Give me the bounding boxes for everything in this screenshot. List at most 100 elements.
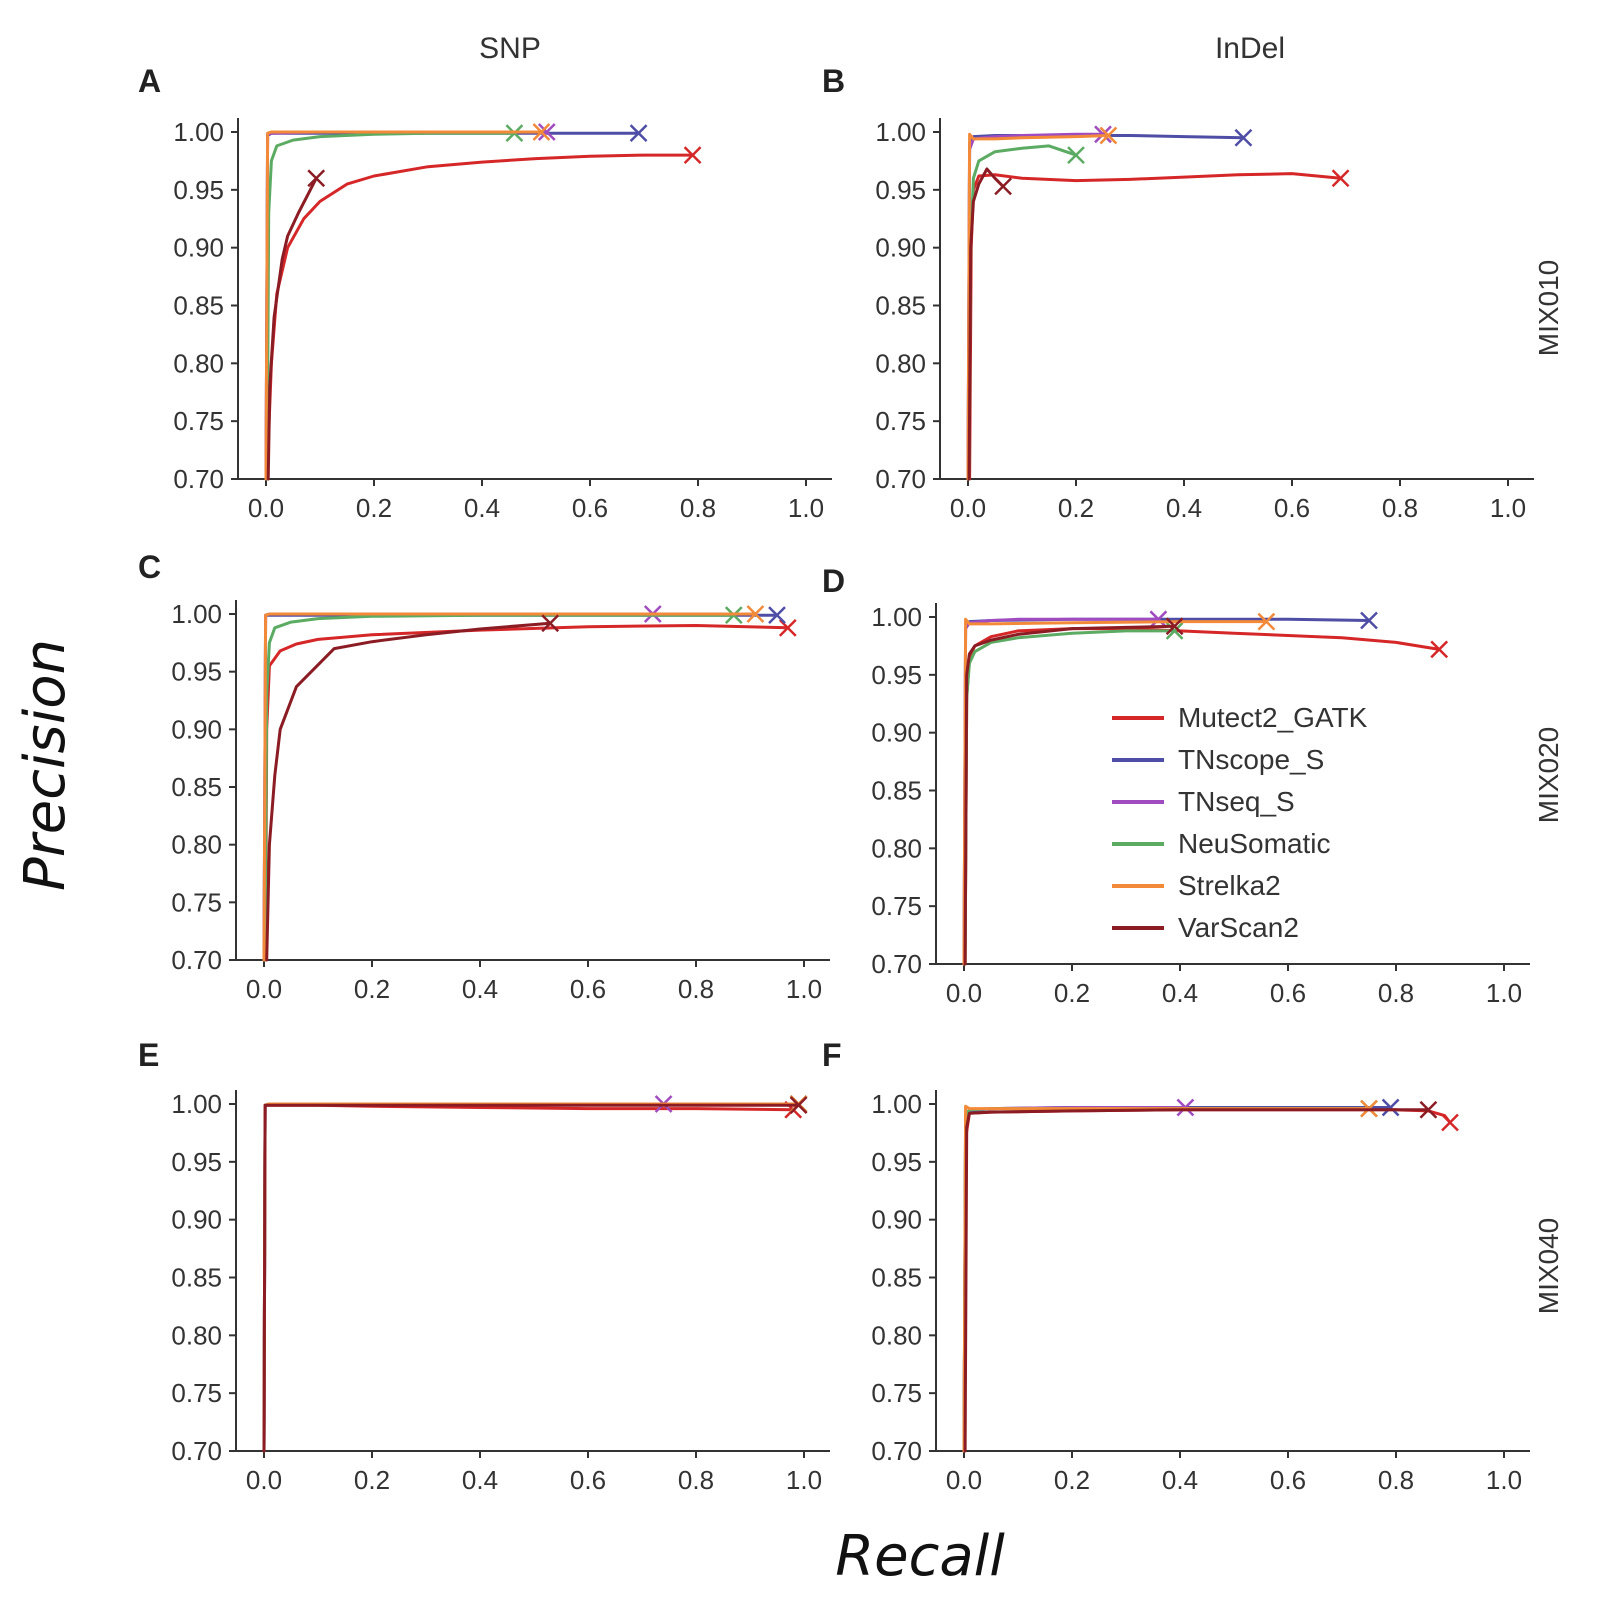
end-marker-varscan2	[1419, 1100, 1438, 1119]
series-line-neusomatic	[265, 131, 516, 481]
x-tick-label: 1.0	[1486, 978, 1522, 1008]
legend-item-varscan2: VarScan2	[1112, 912, 1299, 943]
legend-label: VarScan2	[1178, 912, 1299, 943]
panel-c: C 0.70 0.75 0.80 0.85 0.90 0.95 1.00 0.0 0.2 0.4 0.…	[138, 549, 830, 1004]
panel-letter-f: F	[822, 1037, 842, 1073]
panel-letter-c: C	[138, 549, 161, 585]
x-tick-label: 0.6	[570, 974, 606, 1004]
x-tick-label: 0.2	[1058, 493, 1094, 523]
x-tick-label: 0.4	[462, 1465, 498, 1495]
end-marker-varscan2	[541, 614, 560, 633]
end-marker-varscan2	[1165, 617, 1184, 636]
y-tick-label: 1.00	[171, 599, 222, 629]
end-marker-mutect2-gatk	[683, 146, 702, 165]
legend-label: TNscope_S	[1178, 744, 1324, 775]
series-line-varscan2	[963, 624, 1177, 966]
y-tick-label: 0.75	[171, 1378, 222, 1408]
panel-letter-a: A	[138, 63, 161, 99]
x-tick-label: 1.0	[788, 493, 824, 523]
x-tick-label: 0.4	[462, 974, 498, 1004]
column-title-indel: InDel	[1215, 32, 1285, 65]
series-line-varscan2	[262, 1103, 801, 1453]
row-label-mix010: MIX010	[1533, 260, 1564, 357]
y-tick-label: 0.95	[171, 657, 222, 687]
y-tick-label: 0.80	[171, 830, 222, 860]
end-marker-strelka2	[1257, 612, 1276, 631]
y-tick-label: 0.70	[171, 945, 222, 975]
y-tick-label: 0.75	[875, 406, 926, 436]
x-tick-label: 0.0	[248, 493, 284, 523]
y-tick-label: 0.85	[171, 1263, 222, 1293]
y-tick-label: 0.85	[173, 291, 224, 321]
x-tick-label: 0.0	[950, 493, 986, 523]
panel-e: E 0.70 0.75 0.80 0.85 0.90 0.95 1.00 0.0 0.2 0.4 0.…	[138, 1037, 830, 1495]
legend-item-strelka2: Strelka2	[1112, 870, 1281, 901]
panel-letter-d: D	[822, 563, 845, 599]
x-tick-label: 1.0	[786, 974, 822, 1004]
y-tick-label: 0.90	[173, 233, 224, 263]
legend-item-tnseq-s: TNseq_S	[1112, 786, 1295, 817]
y-tick-label: 0.85	[871, 776, 922, 806]
x-tick-label: 0.6	[1274, 493, 1310, 523]
series-line-strelka2	[966, 132, 1110, 481]
y-tick-label: 0.75	[871, 1378, 922, 1408]
legend-item-mutect2-gatk: Mutect2_GATK	[1112, 702, 1368, 733]
x-tick-label: 0.8	[1378, 978, 1414, 1008]
end-marker-varscan2	[307, 169, 326, 188]
y-tick-label: 0.80	[173, 348, 224, 378]
series-line-strelka2	[264, 130, 543, 481]
y-tick-label: 0.95	[875, 175, 926, 205]
y-tick-label: 0.80	[171, 1320, 222, 1350]
y-tick-label: 1.00	[871, 602, 922, 632]
x-tick-label: 0.0	[246, 1465, 282, 1495]
y-tick-label: 0.70	[875, 464, 926, 494]
end-marker-strelka2	[1099, 126, 1118, 145]
end-marker-mutect2-gatk	[1441, 1113, 1459, 1132]
x-tick-label: 0.8	[1378, 1465, 1414, 1495]
y-tick-label: 0.95	[871, 1147, 922, 1177]
y-tick-label: 1.00	[171, 1089, 222, 1119]
series-line-varscan2	[963, 1108, 1430, 1453]
y-tick-label: 1.00	[173, 117, 224, 147]
y-tick-label: 0.70	[173, 464, 224, 494]
x-tick-label: 0.8	[1382, 493, 1418, 523]
x-tick-label: 0.8	[680, 493, 716, 523]
x-tick-label: 0.8	[678, 1465, 714, 1495]
end-marker-varscan2	[994, 177, 1012, 196]
y-tick-label: 0.95	[871, 660, 922, 690]
y-tick-label: 0.90	[871, 718, 922, 748]
y-tick-label: 0.90	[871, 1205, 922, 1235]
x-tick-label: 0.4	[464, 493, 500, 523]
column-title-snp: SNP	[479, 32, 541, 65]
x-tick-label: 0.0	[246, 974, 282, 1004]
y-tick-label: 0.70	[871, 949, 922, 979]
x-axis-label: Recall	[835, 1524, 1005, 1589]
y-tick-label: 0.95	[173, 175, 224, 205]
panel-letter-b: B	[822, 63, 845, 99]
end-marker-tnscope-s	[768, 606, 786, 625]
end-marker-tnscope-s	[1360, 611, 1378, 630]
x-tick-label: 0.0	[946, 978, 982, 1008]
end-marker-tnscope-s	[1234, 128, 1253, 147]
x-tick-label: 0.4	[1166, 493, 1202, 523]
y-tick-label: 0.90	[875, 233, 926, 263]
x-tick-label: 0.8	[678, 974, 714, 1004]
legend-item-tnscope-s: TNscope_S	[1112, 744, 1324, 775]
x-tick-label: 0.6	[572, 493, 608, 523]
y-tick-label: 0.85	[875, 291, 926, 321]
x-tick-label: 1.0	[1486, 1465, 1522, 1495]
x-tick-label: 0.6	[570, 1465, 606, 1495]
legend-label: Mutect2_GATK	[1178, 702, 1368, 733]
panel-f: F 0.70 0.75 0.80 0.85 0.90 0.95 1.00 0.0 0.2 0.4 0.…	[822, 1037, 1530, 1495]
panel-d: D 0.70 0.75 0.80 0.85 0.90 0.95 1.00 0.0 0.2 0.4 0.…	[822, 563, 1530, 1008]
y-tick-label: 0.75	[871, 891, 922, 921]
x-tick-label: 0.2	[354, 1465, 390, 1495]
end-marker-mutect2-gatk	[1331, 169, 1350, 188]
end-marker-varscan2	[789, 1096, 808, 1115]
legend-label: NeuSomatic	[1178, 828, 1331, 859]
y-axis-label: Precision	[13, 639, 78, 891]
x-tick-label: 0.0	[946, 1465, 982, 1495]
end-marker-strelka2	[746, 605, 765, 623]
x-tick-label: 1.0	[1490, 493, 1526, 523]
